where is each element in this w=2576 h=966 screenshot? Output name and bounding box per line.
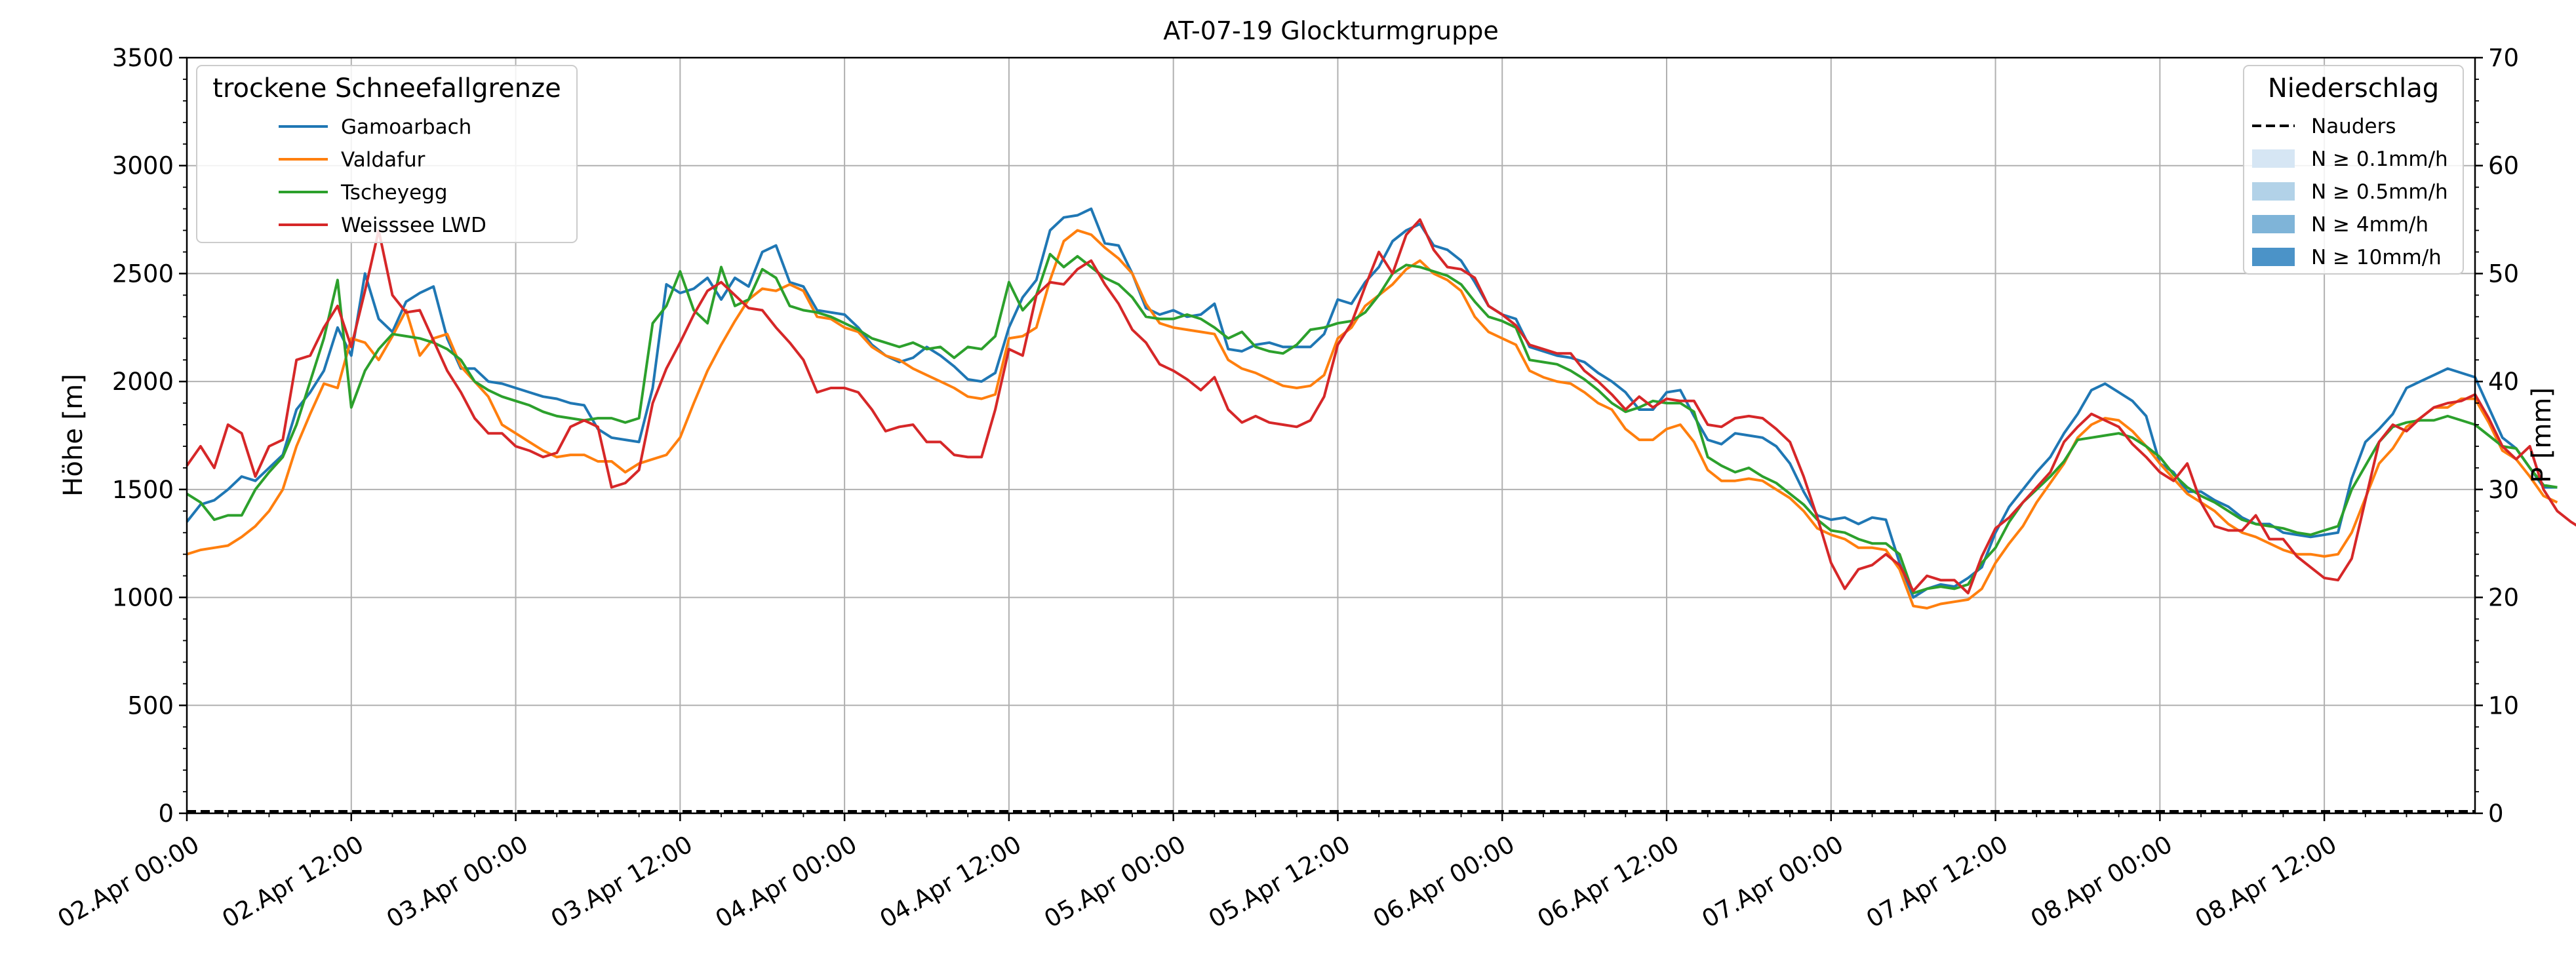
legend-entry-label: Nauders <box>2311 115 2396 138</box>
y-tick-label: 500 <box>127 691 174 720</box>
y2-tick-label: 40 <box>2488 368 2519 396</box>
y2-tick-label: 20 <box>2488 584 2519 612</box>
legend-entry-label: N ≥ 0.1mm/h <box>2311 147 2448 171</box>
y2-tick-label: 0 <box>2488 800 2504 828</box>
legend-snowfall-line: trockene Schneefallgrenze Gamoarbach Valda… <box>196 65 578 243</box>
legend-left-box <box>196 65 578 243</box>
legend-entry-label: N ≥ 10mm/h <box>2311 246 2442 269</box>
y2-tick-label: 50 <box>2488 260 2519 288</box>
legend-right-title: Niederschlag <box>2268 73 2439 104</box>
legend-entry-label: Valdafur <box>341 148 426 172</box>
y-axis-right: 0 10 20 30 40 50 60 70 <box>2475 44 2519 828</box>
y2-tick-label: 70 <box>2488 44 2519 72</box>
y-axis-title: Höhe [m] <box>58 374 89 496</box>
chart-title: AT-07-19 Glockturmgruppe <box>1163 16 1499 45</box>
legend-left-title: trockene Schneefallgrenze <box>212 73 561 104</box>
legend-entry-label: Weisssee LWD <box>341 214 486 237</box>
y-tick-label: 1500 <box>112 476 174 504</box>
y2-tick-label: 30 <box>2488 476 2519 504</box>
legend-entry-label: N ≥ 0.5mm/h <box>2311 180 2448 204</box>
legend-precipitation: Niederschlag Nauders N ≥ 0.1mm/h N ≥ 0.5mm/… <box>2243 65 2464 275</box>
legend-swatch-patch <box>2252 248 2295 266</box>
series-layer <box>186 207 2576 609</box>
y-tick-label: 3500 <box>112 44 174 72</box>
y-tick-label: 2500 <box>112 260 174 288</box>
y-tick-label: 3000 <box>112 152 174 180</box>
series-line-weisssee-lwd <box>186 218 2576 594</box>
legend-swatch-patch <box>2252 149 2295 168</box>
y-axis-left: 0 500 1000 1500 2000 2500 3000 3500 <box>112 44 187 828</box>
y2-tick-label: 60 <box>2488 152 2519 180</box>
legend-swatch-patch <box>2252 215 2295 233</box>
y-tick-label: 1000 <box>112 584 174 612</box>
legend-right-box <box>2243 65 2464 275</box>
plot-frame <box>186 56 2476 815</box>
y-tick-label: 0 <box>158 800 174 828</box>
legend-swatch-patch <box>2252 182 2295 201</box>
y2-tick-label: 10 <box>2488 691 2519 720</box>
legend-entry-label: Tscheyegg <box>340 181 448 204</box>
legend-entry-label: Gamoarbach <box>341 115 471 139</box>
legend-entry-label: N ≥ 4mm/h <box>2311 213 2428 237</box>
y-tick-label: 2000 <box>112 368 174 396</box>
y2-axis-title: P [mm] <box>2527 387 2557 483</box>
series-line-valdafur <box>186 229 2558 609</box>
